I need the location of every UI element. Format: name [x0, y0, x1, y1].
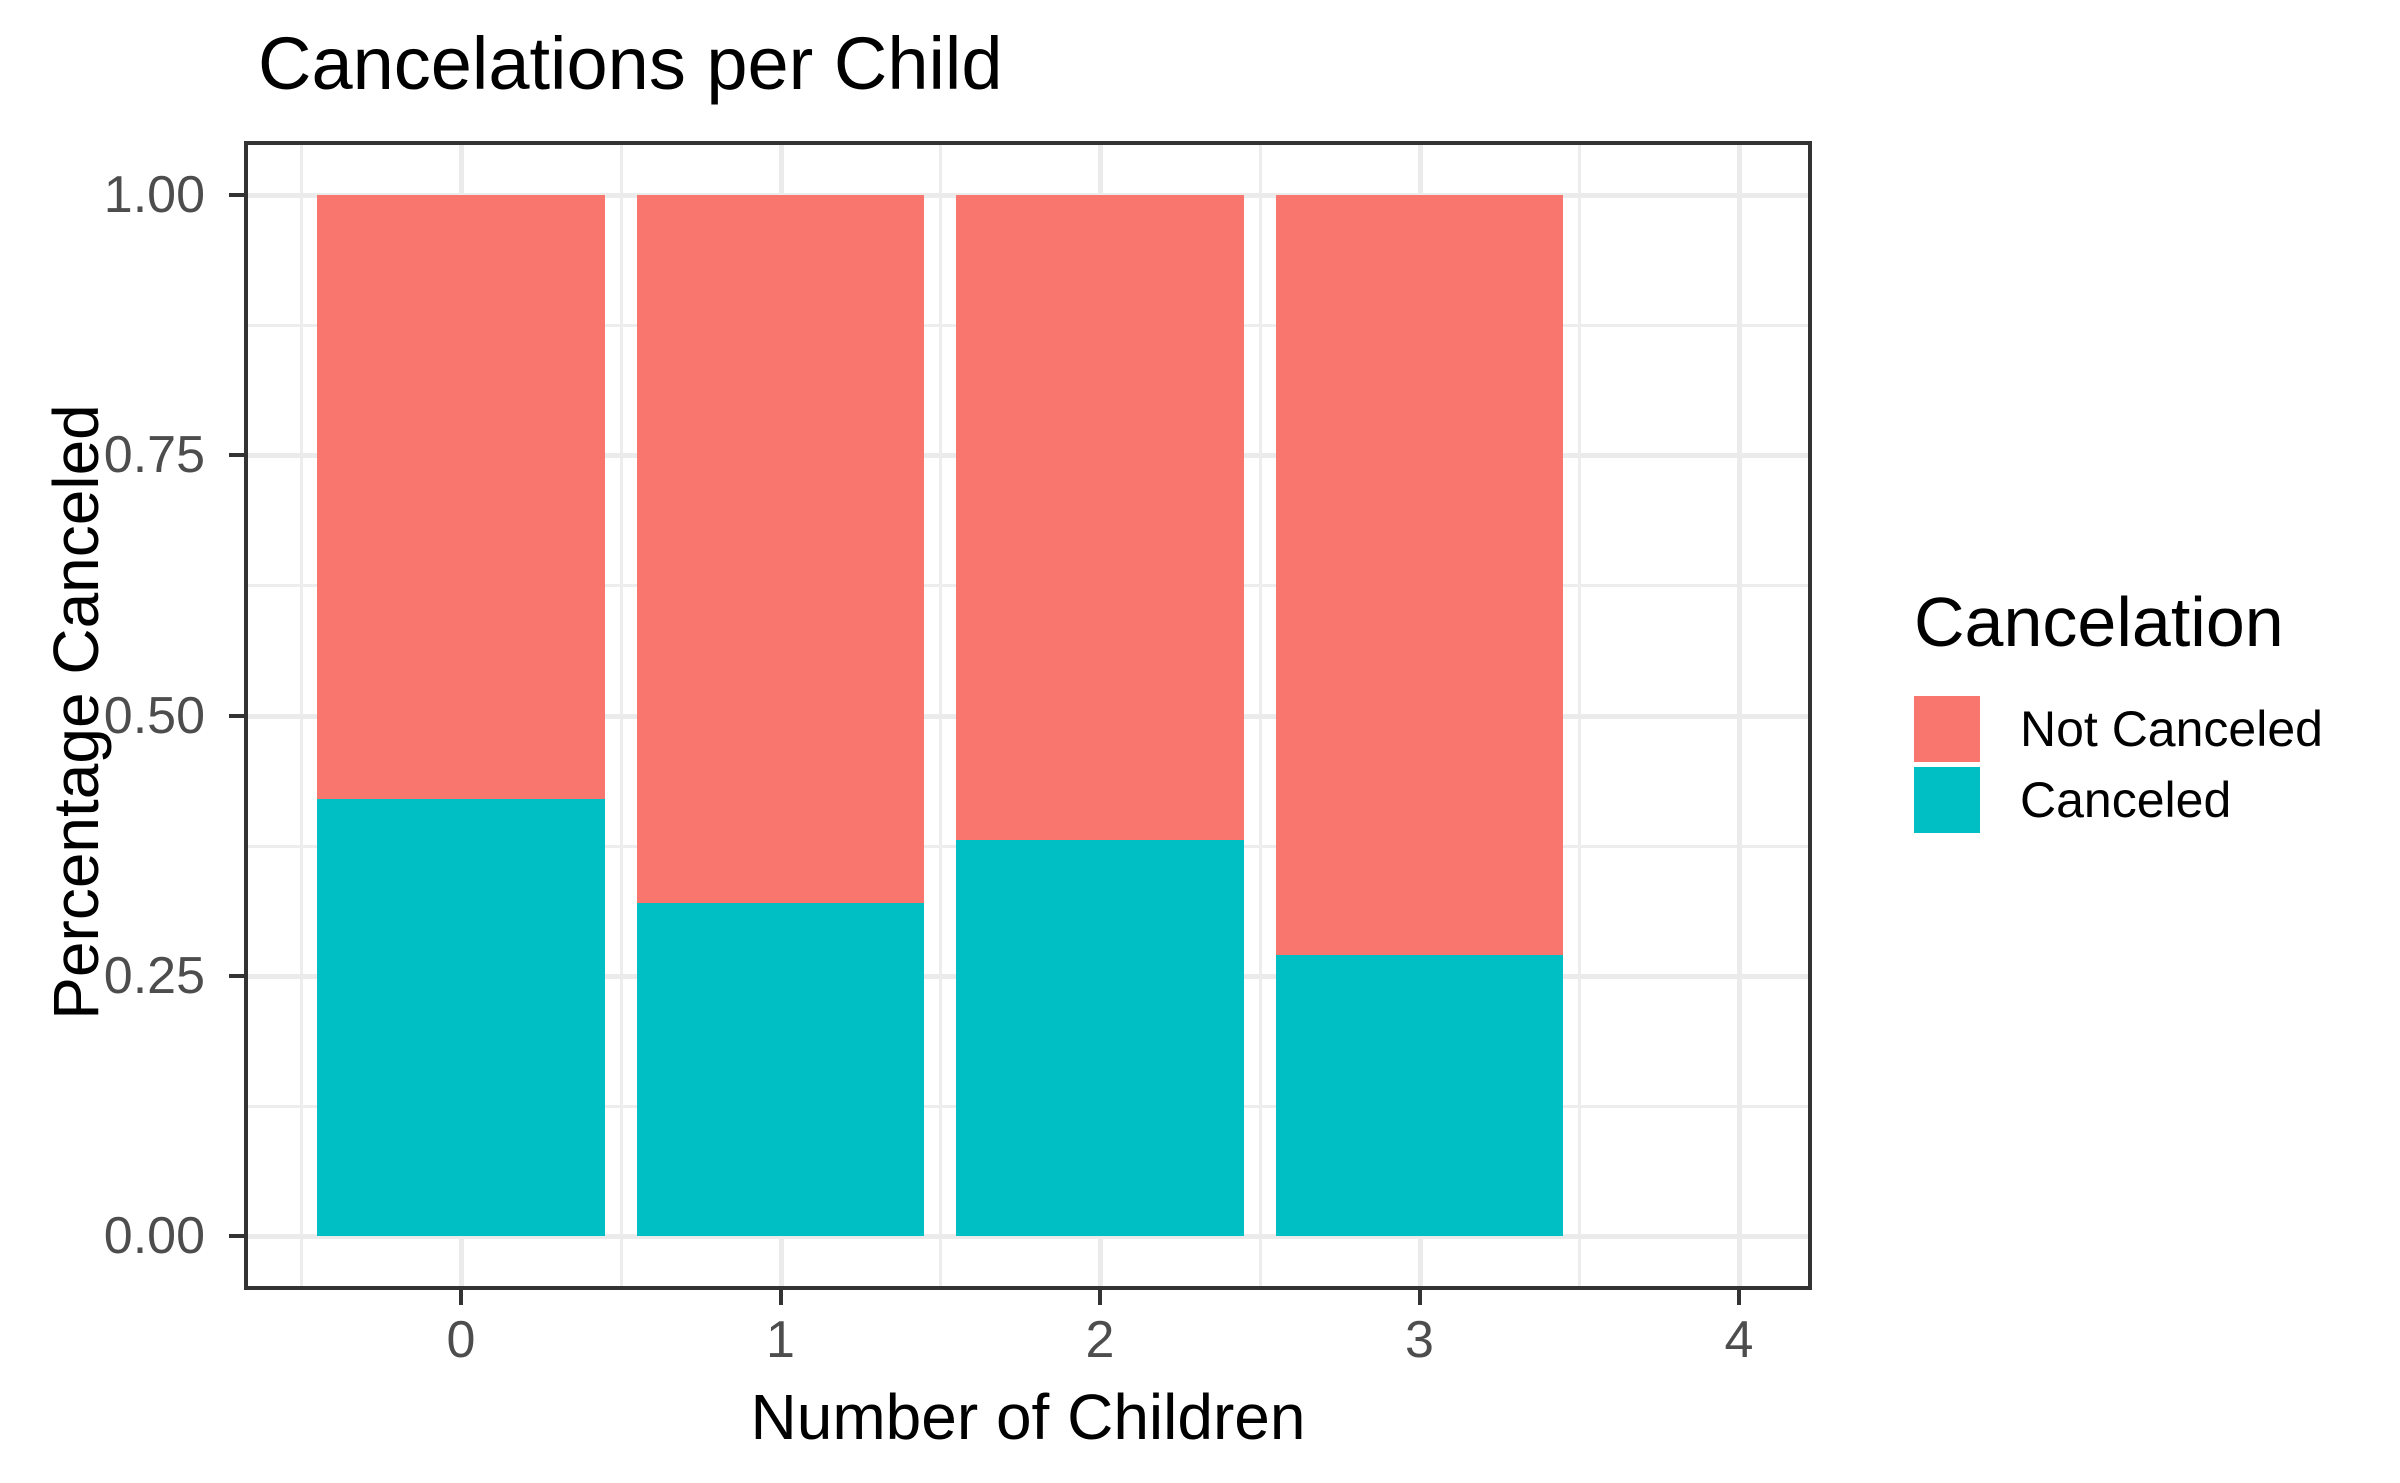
bar-segment-canceled-x2 [956, 840, 1244, 1236]
bar-segment-canceled-x1 [636, 902, 925, 1236]
legend-swatch-canceled [1914, 767, 1980, 833]
legend: Cancelation Not Canceled Canceled [1914, 0, 2400, 1483]
y-tick-mark [229, 193, 244, 197]
x-tick-mark [778, 1290, 783, 1305]
gridline-major-x [1737, 145, 1742, 1286]
bar-segment-canceled-x0 [317, 798, 605, 1236]
y-tick-mark [229, 713, 244, 718]
legend-item: Not Canceled [1914, 696, 2400, 762]
x-tick-label: 1 [766, 1311, 795, 1369]
y-tick-label: 0.00 [103, 1207, 205, 1265]
legend-item-label: Canceled [2020, 772, 2232, 828]
legend-item: Canceled [1914, 767, 2400, 833]
gridline-major-y [248, 1234, 1808, 1239]
x-tick-label: 3 [1405, 1311, 1434, 1369]
y-tick-label: 1.00 [103, 166, 205, 224]
bar-segment-not-canceled-x1 [636, 195, 925, 903]
bar-segment-not-canceled-x3 [1275, 195, 1564, 955]
legend-title: Cancelation [1914, 583, 2284, 661]
x-axis-title: Number of Children [750, 1381, 1306, 1453]
y-axis-title: Percentage Canceled [40, 404, 112, 1020]
y-tick-label: 0.25 [103, 946, 205, 1005]
x-tick-mark [1417, 1290, 1422, 1305]
y-tick-mark [229, 453, 244, 458]
y-tick-mark [229, 1234, 244, 1238]
x-tick-label: 2 [1085, 1311, 1115, 1369]
bar-segment-not-canceled-x0 [317, 195, 605, 799]
bar-segment-canceled-x3 [1275, 954, 1564, 1236]
plot-panel [244, 141, 1812, 1290]
bar-segment-not-canceled-x2 [956, 195, 1244, 841]
y-tick-mark [229, 973, 244, 978]
x-tick-mark [1098, 1290, 1102, 1305]
x-tick-label: 4 [1724, 1311, 1754, 1369]
y-tick-label: 0.75 [103, 426, 205, 485]
y-tick-label: 0.50 [103, 686, 205, 745]
plot-title: Cancelations per Child [258, 22, 1003, 105]
legend-swatch-not-canceled [1914, 696, 1980, 762]
x-tick-mark [459, 1290, 463, 1305]
legend-item-label: Not Canceled [2020, 701, 2323, 757]
x-tick-mark [1737, 1290, 1741, 1305]
x-tick-label: 0 [446, 1311, 476, 1369]
